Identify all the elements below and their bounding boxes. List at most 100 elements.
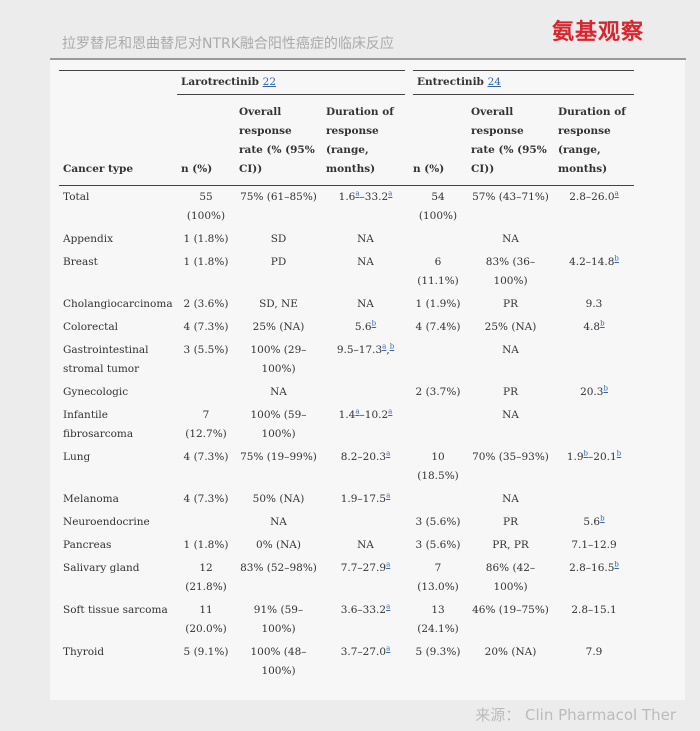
table-cell: Appendix — [63, 233, 114, 245]
table-cell: 4.2–14.8b — [554, 251, 634, 293]
table-cell: Pancreas — [63, 539, 112, 551]
table-cell: 2.8–16.5b — [554, 557, 634, 599]
footnote-mark: b — [583, 449, 589, 458]
table-cell: 25% (NA) — [252, 321, 305, 333]
group-header: Entrectinib 24 — [409, 70, 634, 95]
table-cell: 3.7–27.0a — [322, 641, 409, 689]
table-cell — [409, 339, 467, 381]
table-cell: 3 (5.6%) — [415, 516, 461, 528]
cell-text: 3.6–33.2 — [340, 604, 387, 616]
footnote-mark: a — [614, 189, 619, 198]
table-cell: 1.4a–10.2a — [322, 404, 409, 446]
table-row: Salivary gland 12 (21.8%) 83% (52–98%) 7.7–… — [59, 557, 634, 599]
table-cell: Gastrointestinal stromal tumor — [63, 344, 149, 375]
rule — [50, 58, 686, 60]
logo: 氨基观察 — [551, 20, 644, 45]
table-cell — [177, 511, 235, 534]
table-cell: 13 (24.1%) — [417, 604, 459, 635]
table-cell: SD — [270, 233, 287, 245]
cell-text: 7.7–27.9 — [340, 562, 387, 574]
table-cell: 0% (NA) — [256, 539, 301, 551]
table-row: Lung 4 (7.3%) 75% (19–99%) 8.2–20.3a 10 (18.… — [59, 446, 634, 488]
table-row: Gastrointestinal stromal tumor 3 (5.5%) 10… — [59, 339, 634, 381]
table-cell: NA — [357, 233, 374, 245]
table-row: Colorectal 4 (7.3%) 25% (NA) 5.6b 4 (7.4%) 25… — [59, 316, 634, 339]
footnote-mark: a — [355, 407, 360, 416]
table-cell: NA — [502, 409, 519, 421]
table-cell: 7 (12.7%) — [185, 409, 227, 440]
table-cell: 54 (100%) — [418, 191, 458, 222]
table-cell: 7 (13.0%) — [417, 562, 459, 593]
title: 拉罗替尼和恩曲替尼对NTRK融合阳性癌症的临床反应 — [62, 36, 394, 52]
table-cell: 83% (52–98%) — [240, 562, 317, 574]
table-cell: Soft tissue sarcoma — [63, 604, 168, 616]
footnote-mark: a — [388, 407, 393, 416]
table-cell: 5.6b — [322, 316, 409, 339]
group-row: Larotrectinib 22 Entrectinib 24 — [59, 70, 634, 95]
table-cell: PR — [503, 298, 518, 310]
table-cell: 20.3b — [554, 381, 634, 404]
footnote-mark: b — [371, 319, 377, 328]
table-cell: 1.9b–20.1b — [554, 446, 634, 488]
table-cell: 2 (3.6%) — [183, 298, 229, 310]
cell-text: 1.4 — [338, 409, 356, 421]
footnote-mark: b — [600, 514, 605, 523]
table-cell: 8.2–20.3a — [322, 446, 409, 488]
table-cell: 100% (29–100%) — [250, 344, 307, 375]
table-cell: Colorectal — [63, 321, 118, 333]
table-cell: Cholangiocarcinoma — [63, 298, 173, 310]
table-cell: PR — [503, 516, 518, 528]
table-cell: 3.6–33.2a — [322, 599, 409, 641]
table-cell: 100% (59–100%) — [250, 409, 307, 440]
table-cell: PD — [270, 256, 287, 268]
table-cell: Thyroid — [63, 646, 105, 658]
table-row: Infantile fibrosarcoma 7 (12.7%) 100% (59–… — [59, 404, 634, 446]
table-cell: 46% (19–75%) — [472, 604, 549, 616]
footnote-mark: a — [355, 189, 360, 198]
column-header: Overall response rate (% (95% CI)) — [235, 94, 322, 186]
source: 来源： Clin Pharmacol Ther — [475, 706, 676, 724]
table-cell — [322, 381, 409, 404]
table-cell: NA — [270, 516, 287, 528]
group-ref: 22 — [262, 76, 277, 88]
table-cell: 4 (7.3%) — [183, 451, 229, 463]
cell-text: 4.2–14.8 — [569, 256, 615, 268]
table-cell: NA — [270, 386, 287, 398]
table-cell: 20% (NA) — [484, 646, 537, 658]
table-cell: 7.7–27.9a — [322, 557, 409, 599]
table-cell: 2.8–15.1 — [571, 604, 617, 616]
column-header: Duration of response (range, months) — [554, 94, 634, 186]
table-cell: 9.3 — [585, 298, 603, 310]
table-cell: NA — [502, 233, 519, 245]
table-cell: 3 (5.6%) — [415, 539, 461, 551]
table-cell — [409, 228, 467, 251]
table-head: Larotrectinib 22 Entrectinib 24 Cancer typ… — [59, 70, 634, 186]
table-cell: 2.8–26.0a — [554, 186, 634, 229]
table-cell: 1.6a–33.2a — [322, 186, 409, 229]
table-cell: Salivary gland — [63, 562, 140, 574]
table-cell: 5.6b — [554, 511, 634, 534]
table-cell: NA — [357, 539, 374, 551]
table-row: Gynecologic NA 2 (3.7%) PR 20.3b — [59, 381, 634, 404]
table-cell: Infantile fibrosarcoma — [63, 409, 134, 440]
table-row: Neuroendocrine NA 3 (5.6%) PR 5.6b — [59, 511, 634, 534]
table-cell: 1 (1.9%) — [415, 298, 461, 310]
table-cell: 86% (42–100%) — [485, 562, 536, 593]
table-cell: 5 (9.1%) — [183, 646, 229, 658]
table-cell: 3 (5.5%) — [183, 344, 229, 356]
table-cell: 100% (48–100%) — [250, 646, 307, 677]
footnote-mark: a — [386, 644, 391, 653]
column-header: n (%) — [409, 94, 467, 186]
table-cell: PR, PR — [492, 539, 529, 551]
table-row: Thyroid 5 (9.1%) 100% (48–100%) 3.7–27.0a 5 … — [59, 641, 634, 689]
footnote-mark: a — [386, 449, 391, 458]
table-cell — [177, 381, 235, 404]
table-cell: 12 (21.8%) — [185, 562, 227, 593]
table-row: Pancreas 1 (1.8%) 0% (NA) NA 3 (5.6%) PR, PR 7… — [59, 534, 634, 557]
column-header-row: Cancer type n (%) Overall response rate (%… — [59, 94, 634, 186]
table-cell: NA — [502, 344, 519, 356]
table-cell: Melanoma — [63, 493, 119, 505]
table-panel: Larotrectinib 22 Entrectinib 24 Cancer typ… — [50, 60, 685, 700]
table: Larotrectinib 22 Entrectinib 24 Cancer typ… — [59, 70, 634, 689]
table-cell: Gynecologic — [63, 386, 129, 398]
